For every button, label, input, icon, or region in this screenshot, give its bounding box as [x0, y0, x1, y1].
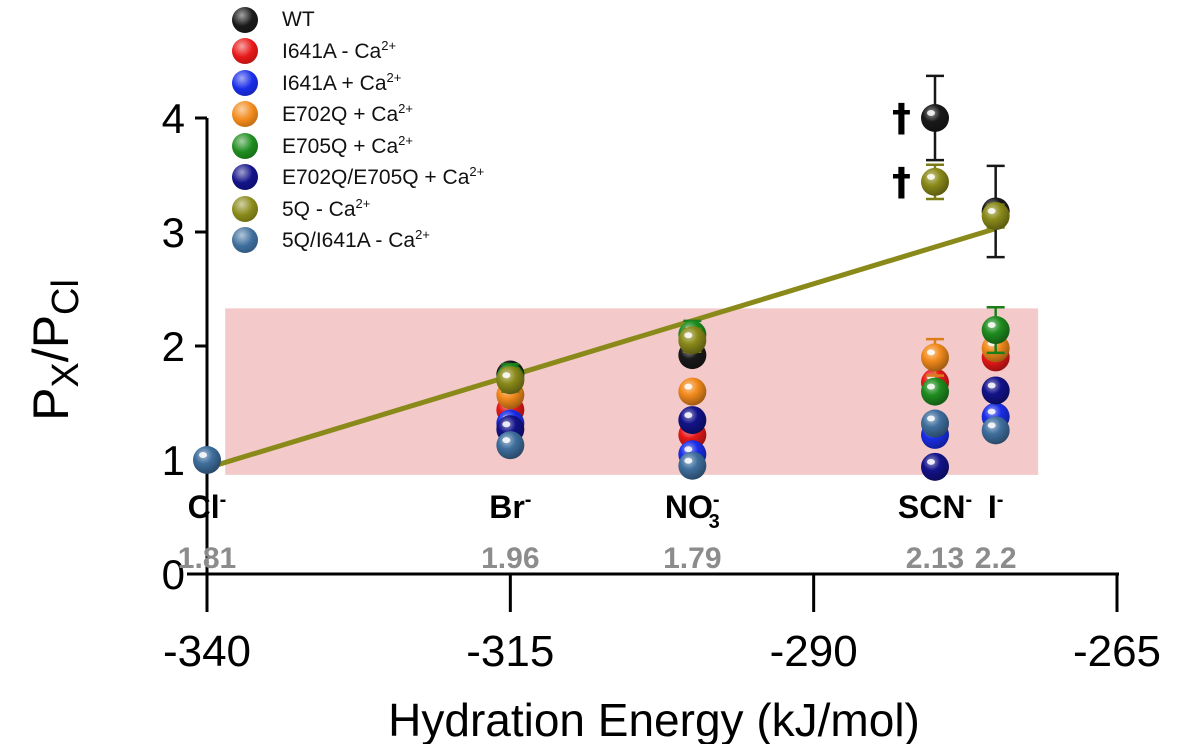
data-point — [193, 446, 221, 474]
legend-label: E705Q + Ca2+ — [282, 132, 413, 158]
dagger-markers: †† — [892, 96, 911, 204]
point-highlight — [987, 208, 996, 215]
data-point — [981, 316, 1010, 345]
data-point — [981, 202, 1010, 231]
legend-marker — [232, 132, 258, 159]
point-highlight — [199, 452, 207, 458]
data-point — [921, 167, 949, 196]
point-highlight — [987, 408, 996, 415]
point-highlight — [927, 173, 935, 180]
series-group — [496, 163, 1010, 395]
legend-label: E702Q + Ca2+ — [282, 101, 413, 127]
dagger-marker: † — [892, 160, 911, 204]
legend-label: 5Q - Ca2+ — [282, 195, 371, 221]
legend-item: 5Q - Ca2+ — [232, 193, 484, 225]
point-highlight — [684, 383, 693, 390]
anion-label: NO-3 — [665, 489, 720, 533]
legend-marker — [232, 69, 258, 96]
legend-item: WT — [232, 4, 484, 36]
x-axis-label: Hydration Energy (kJ/mol) — [388, 694, 920, 744]
data-point — [981, 416, 1010, 445]
legend-marker — [232, 6, 258, 33]
anion-labels: Cl- 1.81 Br- 1.96 NO-3 1.79 SCN- 2.13 I- 2.2 — [178, 489, 1017, 575]
point-highlight — [684, 332, 693, 339]
data-points — [193, 74, 1010, 481]
legend-item: 5Q/I641A - Ca2+ — [232, 225, 484, 257]
point-highlight — [684, 446, 693, 453]
point-highlight — [927, 415, 935, 422]
point-highlight — [927, 383, 935, 390]
legend-label: I641A - Ca2+ — [282, 38, 397, 64]
shaded-band — [225, 308, 1039, 475]
legend-label: 5Q/I641A - Ca2+ — [282, 227, 430, 253]
legend-marker — [232, 195, 258, 222]
legend-marker — [232, 227, 258, 254]
point-highlight — [927, 110, 935, 116]
legend-item: E702Q + Ca2+ — [232, 99, 484, 131]
legend-label: E702Q/E705Q + Ca2+ — [282, 164, 485, 190]
data-point — [678, 406, 707, 435]
data-point — [496, 431, 525, 460]
y-tick-label: 2 — [162, 323, 185, 370]
data-point — [678, 326, 707, 355]
y-tick-label: 1 — [162, 437, 185, 484]
anion-value-label: 2.2 — [975, 542, 1017, 575]
y-tick-label: 0 — [162, 551, 185, 598]
y-axis-label: PX/PCl — [23, 279, 87, 421]
dagger-marker: † — [892, 96, 911, 140]
point-highlight — [927, 458, 935, 465]
point-highlight — [502, 437, 511, 444]
data-point — [921, 409, 949, 438]
anion-label: I- — [988, 489, 1004, 525]
legend-label: WT — [282, 7, 315, 31]
axes: 0 1 2 3 4 -340 -315 -290 -265 — [162, 95, 1161, 676]
legend-item: I641A + Ca2+ — [232, 67, 484, 99]
data-point — [921, 377, 949, 406]
legend-marker — [232, 164, 258, 191]
legend-item: E705Q + Ca2+ — [232, 130, 484, 162]
x-tick-label: -315 — [466, 627, 554, 676]
data-point — [921, 343, 949, 372]
legend-marker — [232, 38, 258, 65]
anion-value-label: 1.96 — [481, 542, 539, 575]
data-point — [981, 376, 1010, 405]
data-point — [496, 366, 525, 395]
point-highlight — [987, 322, 996, 329]
legend: WT I641A - Ca2+ I641A + Ca2+ E702Q + Ca2+ E7… — [232, 4, 484, 256]
point-highlight — [502, 372, 511, 379]
data-point — [921, 452, 949, 481]
data-point — [678, 451, 707, 480]
fit-line-layer — [206, 226, 997, 471]
x-tick-label: -340 — [163, 627, 251, 676]
legend-label: I641A + Ca2+ — [282, 69, 402, 95]
x-tick-label: -290 — [770, 627, 858, 676]
anion-label: Cl- — [188, 489, 227, 525]
anion-label: Br- — [489, 489, 531, 525]
point-highlight — [927, 349, 935, 356]
legend-item: E702Q/E705Q + Ca2+ — [232, 162, 484, 194]
data-point — [678, 377, 707, 406]
legend-item: I641A - Ca2+ — [232, 36, 484, 68]
legend-marker — [232, 101, 258, 128]
point-highlight — [684, 457, 693, 464]
y-tick-label: 4 — [162, 95, 185, 142]
point-highlight — [987, 382, 996, 389]
point-highlight — [684, 412, 693, 419]
anion-value-label: 2.13 — [906, 542, 964, 575]
anion-value-label: 1.81 — [178, 542, 236, 575]
x-tick-label: -265 — [1073, 627, 1161, 676]
anion-label: SCN- — [898, 489, 972, 525]
point-highlight — [987, 422, 996, 429]
anion-value-label: 1.79 — [663, 542, 721, 575]
point-highlight — [502, 421, 511, 428]
data-point — [921, 104, 949, 132]
y-tick-label: 3 — [162, 209, 185, 256]
series-group — [193, 409, 1010, 480]
fit-line — [206, 226, 997, 471]
